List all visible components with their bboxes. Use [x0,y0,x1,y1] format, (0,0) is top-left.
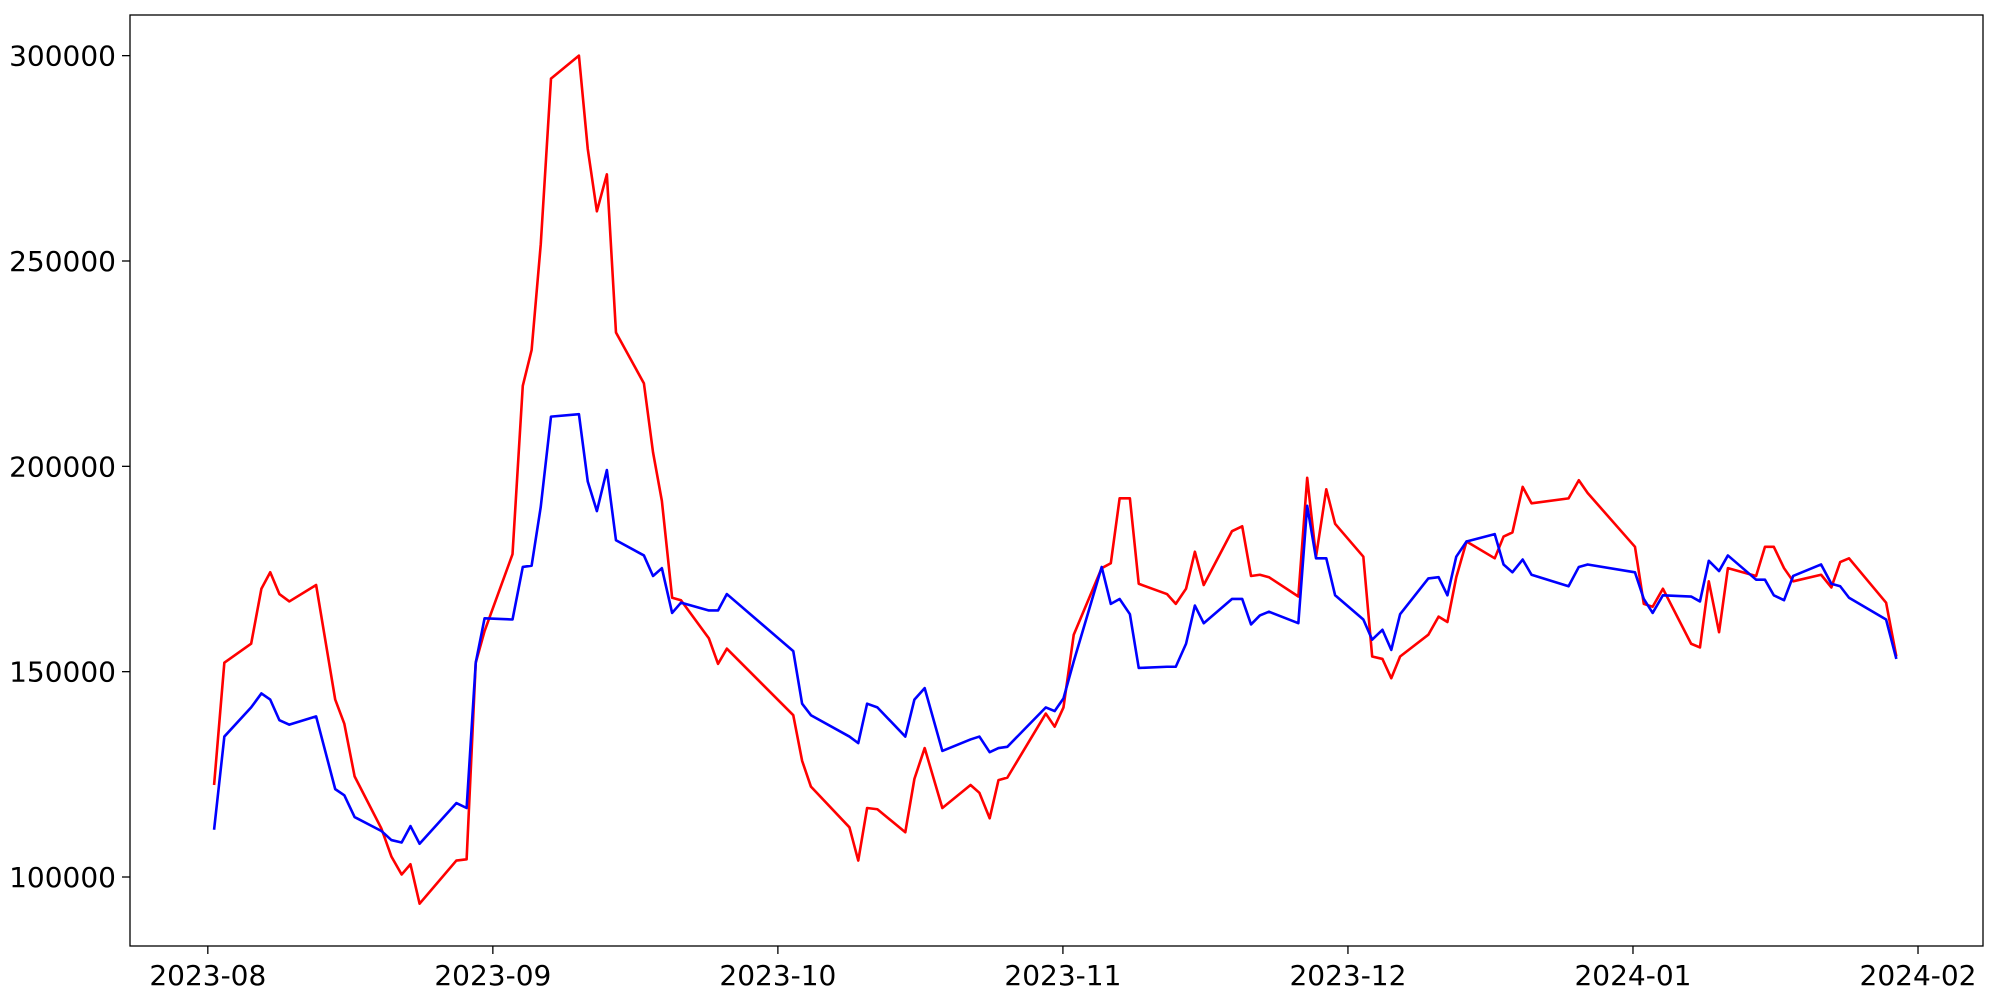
x-tick-label: 2023-11 [1004,959,1121,992]
x-tick-label: 2023-09 [434,959,551,992]
x-tick-label: 2023-10 [719,959,836,992]
x-tick-label: 2023-08 [149,959,266,992]
x-tick-label: 2024-02 [1860,959,1977,992]
plot-frame [129,14,1984,947]
y-tick-label: 300000 [9,40,116,73]
x-tick-label: 2024-01 [1574,959,1691,992]
y-tick-label: 250000 [9,245,116,278]
y-tick-label: 150000 [9,656,116,689]
series-line [212,54,1898,905]
y-tick-label: 100000 [9,861,116,894]
y-tick-label: 200000 [9,450,116,483]
x-tick-label: 2023-12 [1289,959,1406,992]
series-line [212,412,1898,846]
